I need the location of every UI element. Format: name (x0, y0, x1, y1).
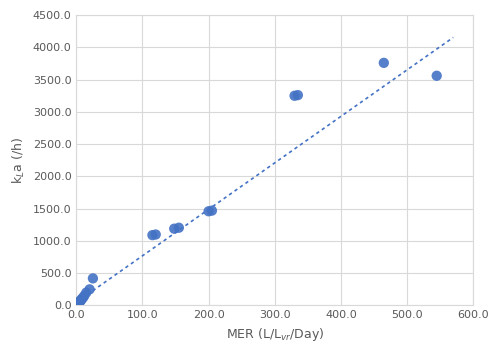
Point (72, 302, 80, 308)
Point (78, 296, 86, 302)
Point (76, 299, 84, 304)
Point (74, 301, 82, 306)
Point (76, 298, 84, 304)
Point (75, 299, 83, 305)
Point (74, 301, 82, 306)
Point (77, 297, 85, 303)
Point (148, 232, 156, 238)
Point (208, 208, 216, 213)
Y-axis label: k$_L$a (/h): k$_L$a (/h) (11, 137, 27, 184)
Point (82, 290, 90, 295)
Point (380, 60, 388, 66)
Point (432, 73, 440, 79)
Point (290, 93, 298, 99)
Point (89, 275, 97, 281)
X-axis label: MER (L/L$_{vr}$/Day): MER (L/L$_{vr}$/Day) (226, 326, 324, 343)
Point (170, 226, 178, 232)
Point (175, 225, 183, 230)
Point (74, 300, 82, 306)
Point (86, 286, 94, 292)
Point (79, 295, 87, 301)
Point (80, 293, 88, 299)
Point (152, 232, 160, 237)
Point (294, 92, 302, 98)
Point (74, 301, 82, 307)
Point (74, 301, 82, 307)
Point (73, 302, 81, 307)
Point (204, 209, 212, 214)
